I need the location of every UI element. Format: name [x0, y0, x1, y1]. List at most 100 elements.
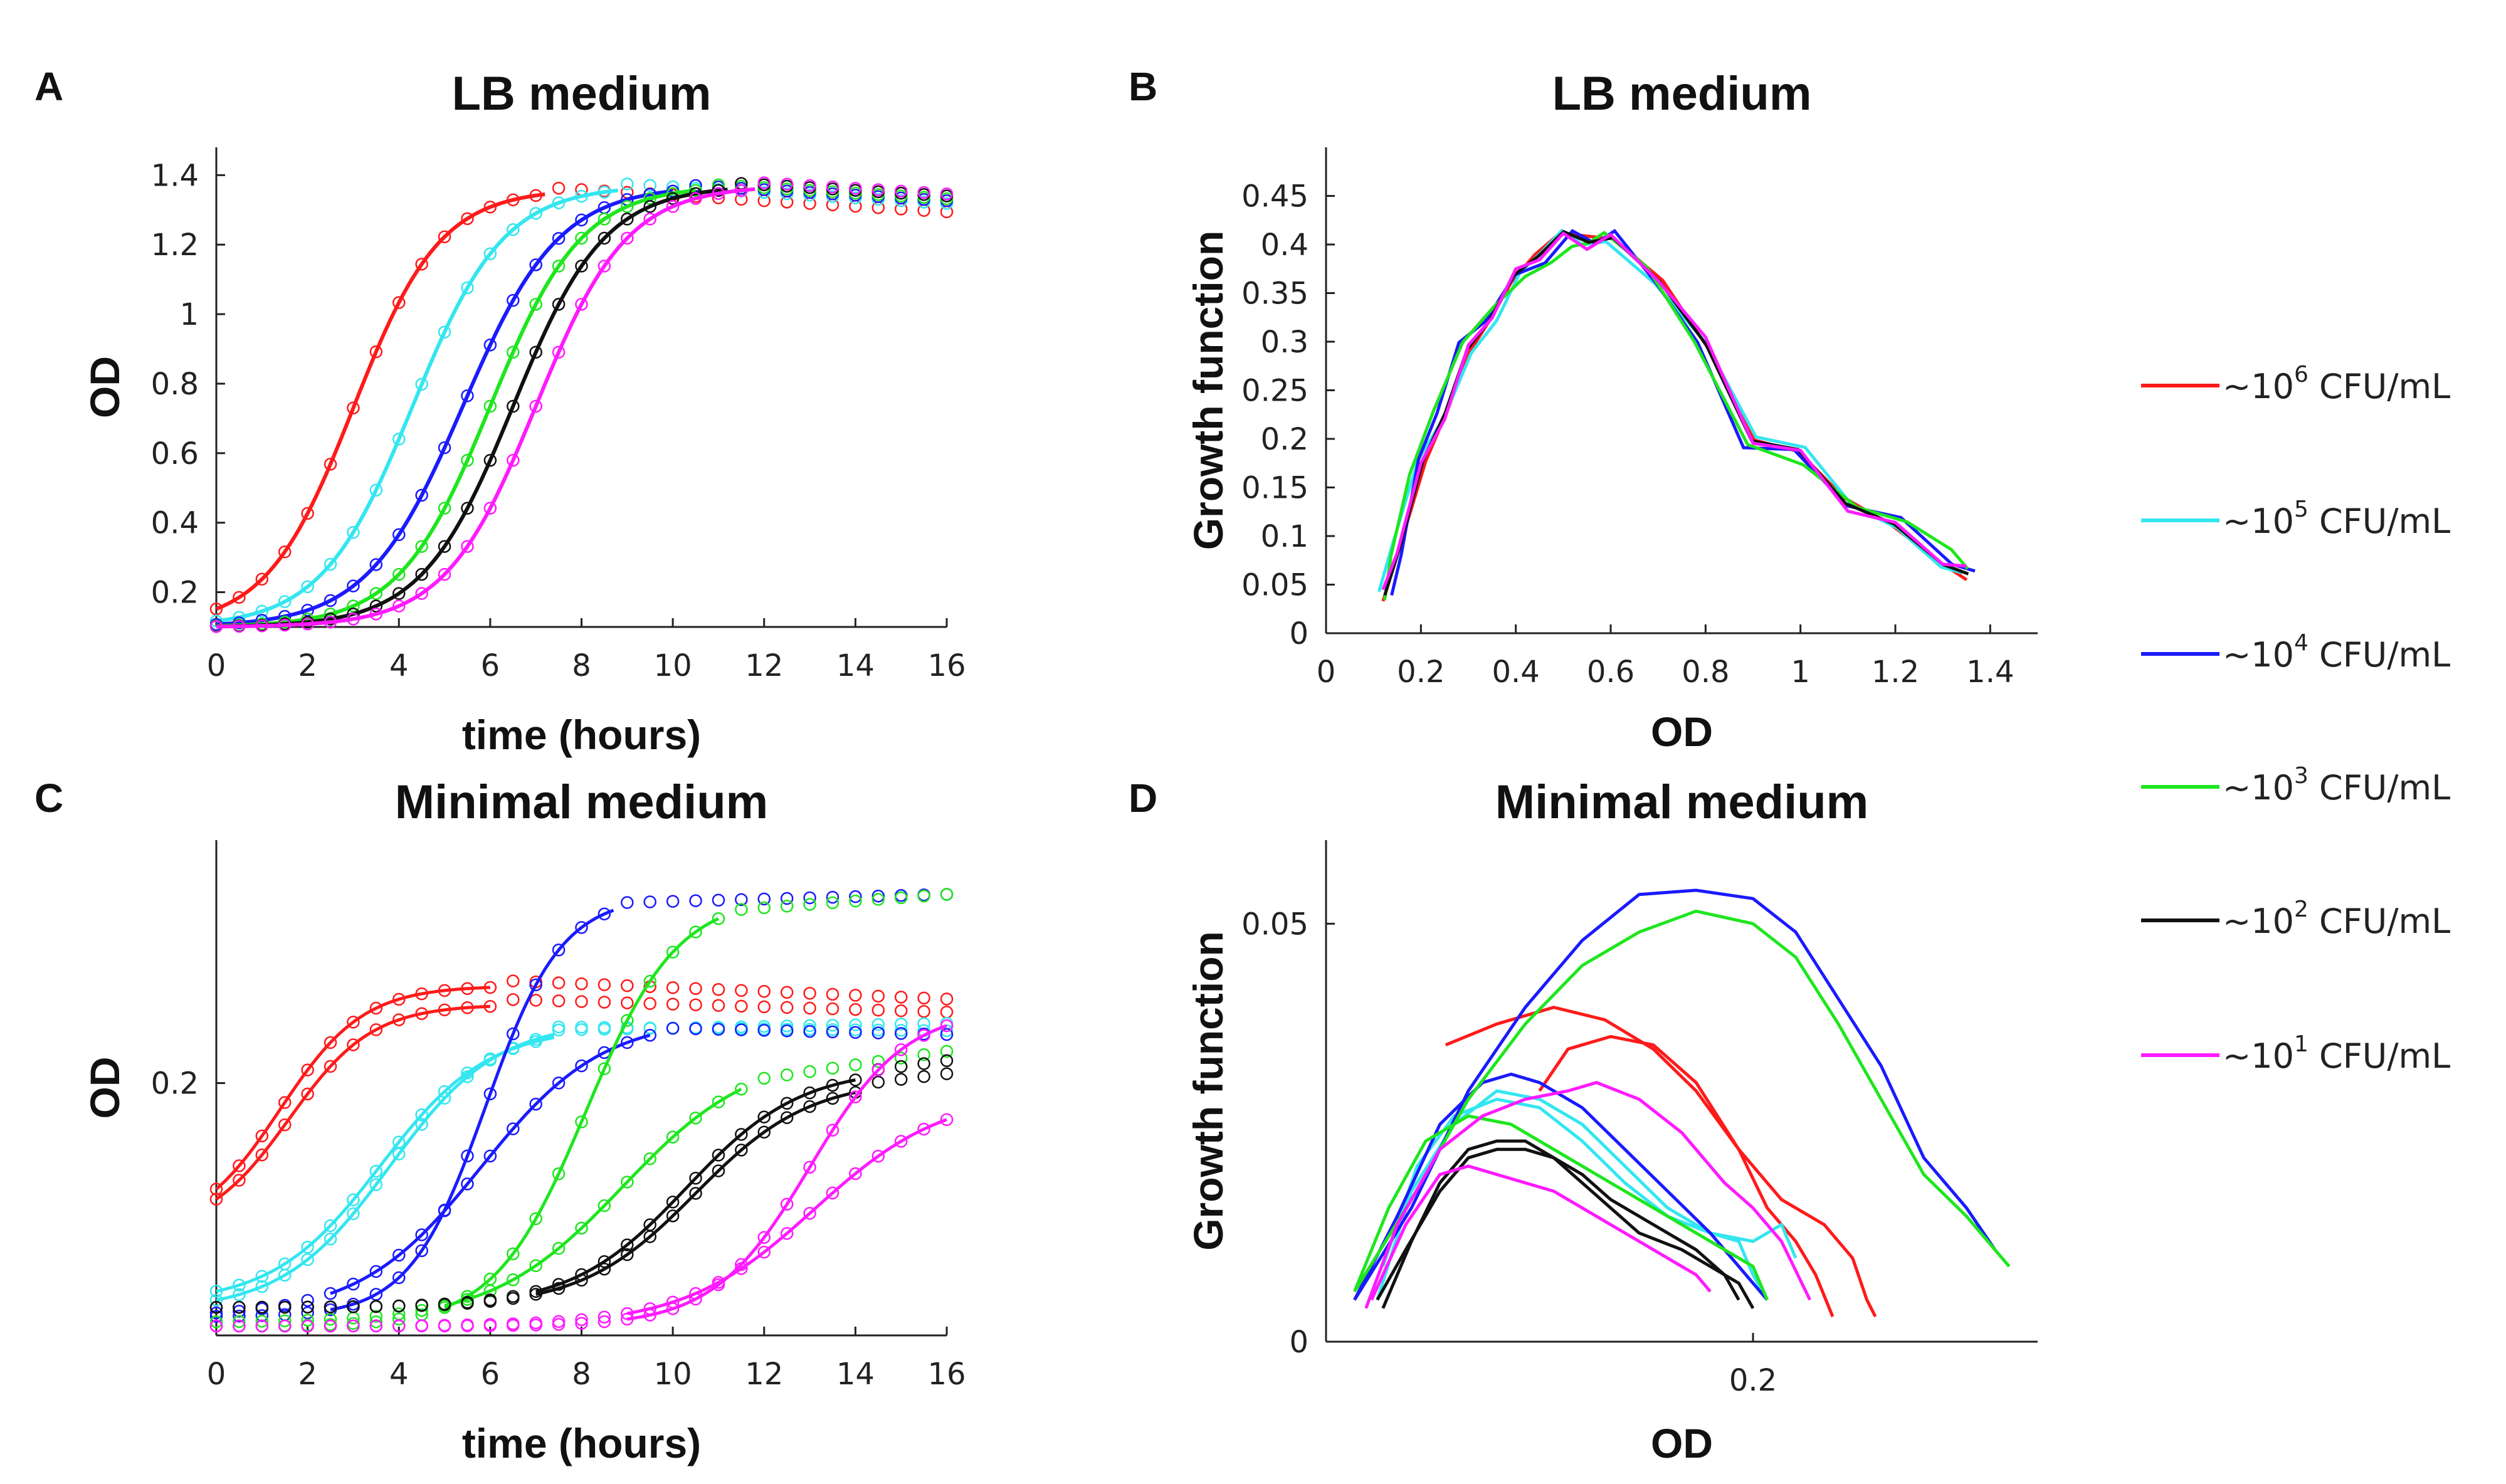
- x-tick-label: 8: [572, 648, 591, 683]
- data-point: [621, 996, 634, 1009]
- data-point: [826, 1025, 840, 1039]
- x-axis-label: time (hours): [462, 1420, 701, 1466]
- data-point: [826, 890, 840, 904]
- data-point: [461, 1297, 474, 1310]
- data-point: [233, 1315, 246, 1329]
- data-point: [643, 179, 656, 192]
- data-point: [735, 893, 748, 907]
- y-tick-label: 1: [179, 297, 199, 332]
- data-point: [507, 293, 520, 307]
- data-point: [461, 1318, 474, 1332]
- panel-letter: B: [1129, 64, 1157, 109]
- data-point: [233, 591, 246, 604]
- data-point: [712, 1149, 725, 1162]
- fit-line: [535, 1078, 856, 1293]
- data-point: [483, 453, 497, 467]
- data-point: [780, 1227, 794, 1240]
- data-point: [803, 891, 816, 905]
- data-point: [803, 1065, 816, 1078]
- fit-line: [626, 1024, 947, 1321]
- series-line-3: [1383, 231, 1969, 601]
- series-line-2: [1390, 228, 1976, 596]
- data-point: [552, 976, 566, 989]
- chart-title: LB medium: [1552, 67, 1812, 120]
- data-point: [712, 999, 725, 1013]
- y-tick-label: 0: [1289, 616, 1308, 651]
- data-point: [735, 984, 748, 997]
- data-point: [621, 1014, 634, 1027]
- data-point: [415, 567, 428, 581]
- data-point: [894, 1073, 908, 1086]
- data-point: [621, 1176, 634, 1189]
- data-point: [483, 502, 497, 515]
- data-point: [871, 989, 885, 1003]
- x-tick-label: 8: [572, 1357, 591, 1392]
- data-point: [621, 200, 634, 213]
- data-point: [689, 1022, 702, 1036]
- x-tick-label: 6: [481, 648, 500, 683]
- data-point: [666, 1130, 680, 1144]
- data-point: [415, 1318, 428, 1332]
- data-point: [940, 992, 954, 1006]
- data-point: [735, 1262, 748, 1275]
- x-tick-label: 0.2: [1729, 1363, 1777, 1398]
- data-point: [483, 1087, 497, 1100]
- legend-item: ~105 CFU/mL: [2141, 497, 2450, 541]
- data-point: [324, 557, 337, 571]
- data-point: [598, 1310, 611, 1324]
- data-point: [894, 1060, 908, 1073]
- y-tick-label: 1.2: [151, 228, 199, 263]
- data-point: [575, 921, 588, 934]
- data-point: [780, 1068, 794, 1081]
- data-point: [438, 1204, 451, 1218]
- data-point: [209, 1182, 223, 1196]
- data-point: [209, 1315, 223, 1329]
- panel-letter: D: [1129, 776, 1157, 821]
- x-tick-label: 14: [836, 1357, 875, 1392]
- data-point: [347, 579, 360, 592]
- panel-a: A LB medium 0 2 4 6 8 10 12 14 16 0.2 0.4 0.6 0.8 1 1.2 1…: [34, 64, 966, 758]
- chart-title: Minimal medium: [1495, 776, 1868, 829]
- data-point: [347, 1300, 360, 1313]
- x-tick-label: 0.2: [1397, 655, 1445, 690]
- series-line-9: [1376, 1147, 1740, 1301]
- data-point: [575, 1221, 588, 1235]
- data-point: [483, 339, 497, 352]
- data-point: [301, 1253, 314, 1266]
- x-tick-label: 2: [298, 648, 317, 683]
- series-6: [209, 888, 954, 1333]
- data-point: [575, 1059, 588, 1073]
- data-point: [917, 1057, 930, 1070]
- data-point: [529, 207, 542, 220]
- data-point: [438, 567, 451, 581]
- series-9: [209, 1067, 954, 1314]
- data-point: [255, 1280, 269, 1293]
- data-point: [483, 1318, 497, 1331]
- data-point: [369, 587, 383, 600]
- data-point: [666, 1021, 680, 1035]
- data-point: [849, 1026, 862, 1039]
- data-point: [529, 1212, 542, 1226]
- data-point: [598, 1023, 611, 1036]
- data-point: [689, 1172, 702, 1185]
- data-point: [483, 200, 497, 214]
- data-point: [871, 1075, 885, 1089]
- data-point: [552, 1023, 566, 1037]
- data-point: [757, 1245, 771, 1259]
- x-tick-label: 0: [207, 648, 226, 683]
- data-point: [757, 901, 771, 915]
- data-point: [461, 540, 474, 553]
- series-3: [209, 1016, 954, 1298]
- series-0: [209, 181, 954, 616]
- panel-d: D Minimal medium 0.2 0 0.05 OD Growth function: [1129, 776, 2038, 1466]
- data-point: [666, 1209, 680, 1223]
- data-point: [917, 1048, 930, 1061]
- data-point: [461, 453, 474, 467]
- data-point: [712, 1023, 725, 1036]
- data-point: [369, 483, 383, 497]
- data-point: [826, 987, 840, 1001]
- data-point: [324, 1233, 337, 1246]
- data-point: [347, 1207, 360, 1221]
- data-point: [575, 213, 588, 227]
- series-4: [209, 888, 954, 1323]
